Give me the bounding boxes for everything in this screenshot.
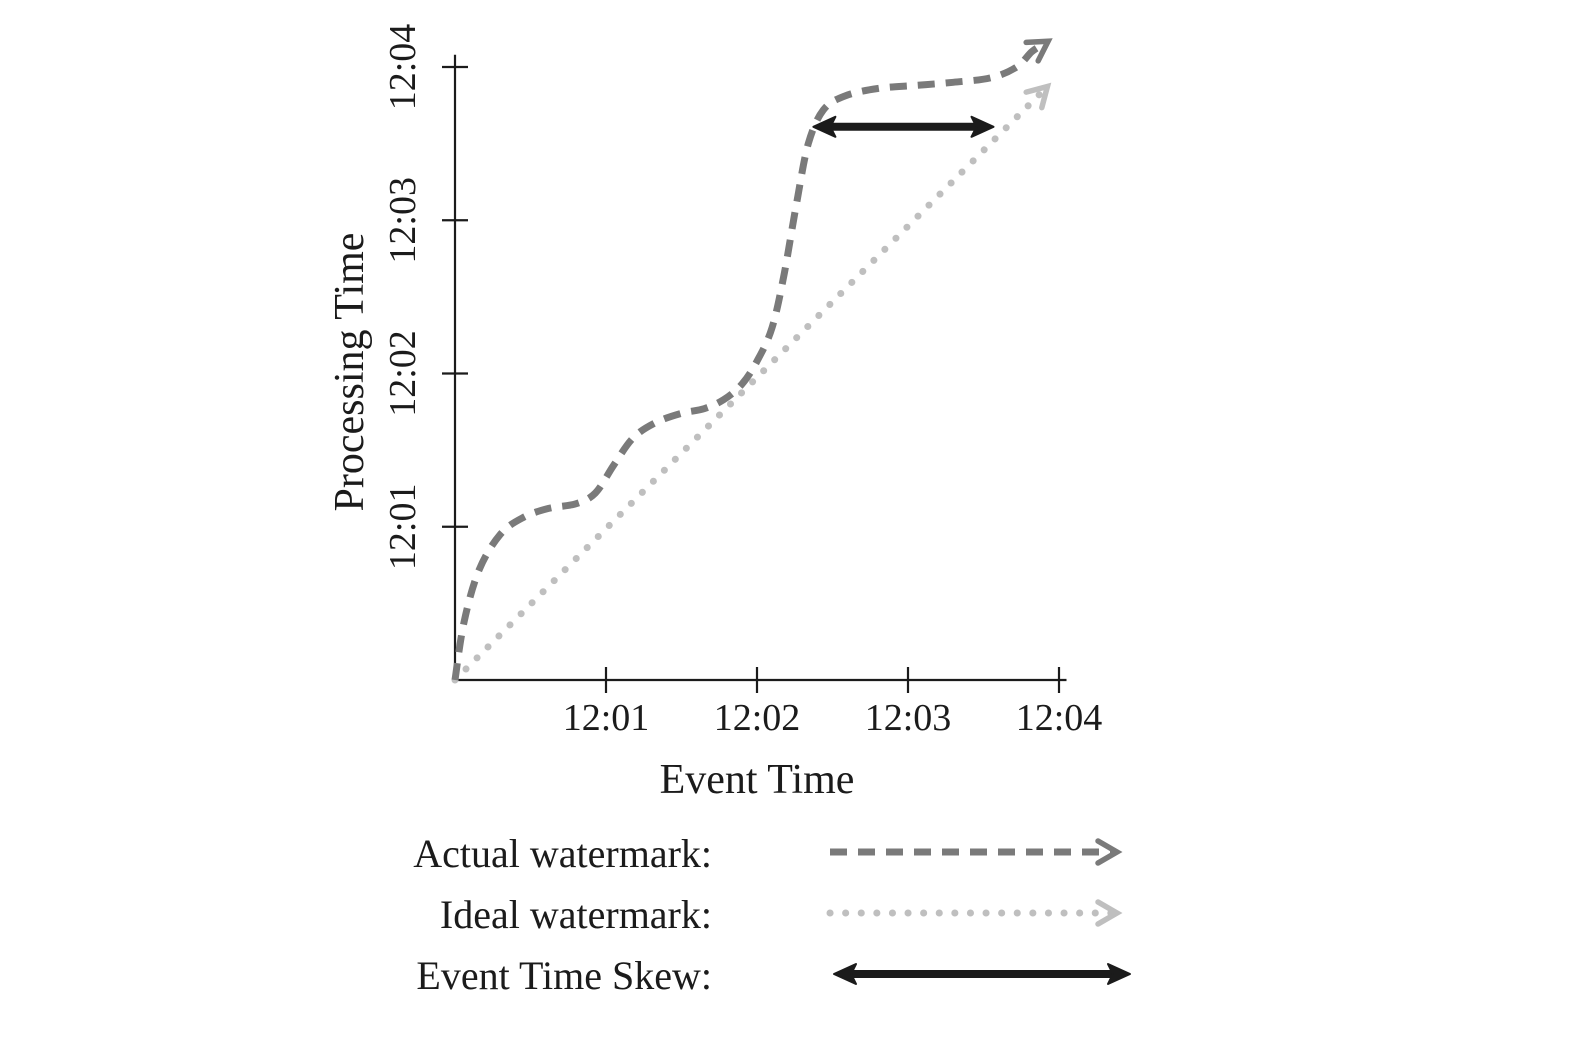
legend-label-event-time-skew: Event Time Skew: bbox=[416, 953, 712, 998]
x-tick-label: 12:02 bbox=[714, 697, 801, 739]
series-actual-watermark bbox=[451, 38, 1053, 681]
x-tick-label: 12:04 bbox=[1016, 697, 1103, 739]
x-axis-title: Event Time bbox=[659, 757, 855, 803]
y-tick-label: 12:04 bbox=[382, 24, 424, 111]
y-axis-title: Processing Time bbox=[327, 232, 373, 512]
x-tick-label: 12:03 bbox=[865, 697, 952, 739]
y-tick-label: 12:03 bbox=[382, 177, 424, 264]
series-ideal-watermark bbox=[451, 82, 1052, 684]
y-tick-label: 12:01 bbox=[382, 484, 424, 571]
y-tick-label: 12:02 bbox=[382, 330, 424, 417]
x-tick-label: 12:01 bbox=[563, 697, 650, 739]
legend-label-ideal-watermark: Ideal watermark: bbox=[439, 892, 712, 937]
legend-label-actual-watermark: Actual watermark: bbox=[413, 831, 712, 876]
